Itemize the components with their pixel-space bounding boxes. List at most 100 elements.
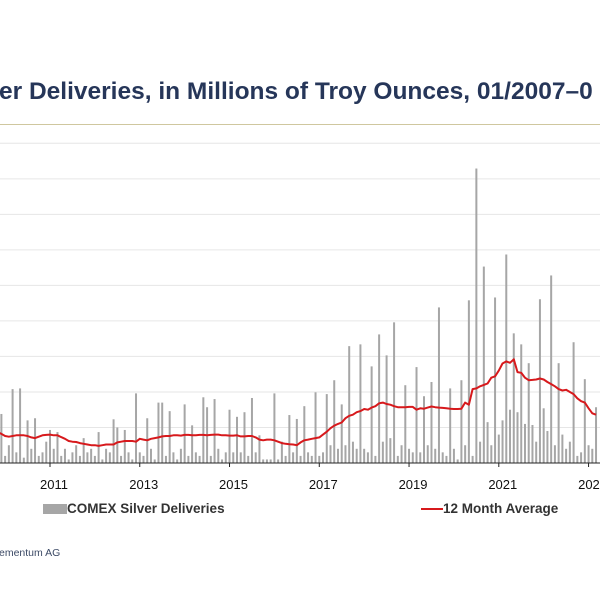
bar [333,380,336,463]
bar [516,412,519,463]
bar [183,404,186,463]
bar [434,448,437,463]
bar [168,411,171,463]
bar [52,448,55,463]
x-tick-label: 2011 [40,477,68,492]
bar [318,455,321,463]
bar [314,392,317,463]
bar [22,457,25,463]
bar [445,455,448,463]
bar [509,409,512,463]
bar [359,344,362,463]
bar [0,413,3,463]
bar [280,441,283,463]
bar [535,441,538,463]
chart-title: er Deliveries, in Millions of Troy Ounce… [0,78,593,105]
bar [568,441,571,463]
bar [393,322,396,463]
bar [550,275,553,463]
bar [45,441,48,463]
x-tick-label: 2023 [578,477,600,492]
bar [531,424,534,463]
bar [4,455,7,463]
bar [307,452,310,463]
legend-swatch-line [421,507,443,510]
bar [82,438,85,463]
x-tick-label: 2017 [309,477,338,492]
bar [209,455,212,463]
bar [41,452,44,463]
bar [93,455,96,463]
bar [86,452,89,463]
bar [254,452,257,463]
bar [381,441,384,463]
bar [565,448,568,463]
x-tick-label: 2015 [219,477,248,492]
bar [460,380,463,463]
bar [505,254,508,463]
bar [217,448,220,463]
bar [419,452,422,463]
bar [475,168,478,463]
bar [340,404,343,463]
average-line [0,358,597,447]
bar [292,452,295,463]
bar [370,366,373,463]
x-tick-label: 2019 [399,477,428,492]
bar [385,355,388,463]
bar-series [0,168,598,463]
bar [351,441,354,463]
legend-label: COMEX Silver Deliveries [67,501,225,516]
bar [572,342,575,463]
bar [576,455,579,463]
bar [497,434,500,463]
bar [56,432,59,463]
bar [449,388,452,463]
bar [486,422,489,463]
bar [108,452,111,463]
bar [322,452,325,463]
bar [284,455,287,463]
bar [127,452,130,463]
bar [557,363,560,463]
bar [116,427,119,463]
bar [187,455,190,463]
bar [26,420,29,463]
bar [198,455,201,463]
bar [67,459,70,463]
bar [75,445,78,463]
bar [396,455,399,463]
bar [288,415,291,463]
bar [299,455,302,463]
bar [378,334,381,463]
bar [441,452,444,463]
x-tick-label: 2013 [129,477,158,492]
bar [15,452,18,463]
bar [273,393,276,463]
bar [131,459,134,463]
bar [374,455,377,463]
bar [348,346,351,463]
legend-item-average: 12 Month Average [421,501,558,516]
bar [520,344,523,463]
bar [538,299,541,463]
bar [224,452,227,463]
gridlines [0,142,600,428]
bar [494,297,497,463]
bar [512,333,515,463]
bar [265,459,268,463]
bar [176,459,179,463]
bar [482,266,485,463]
bar [295,418,298,463]
bar [164,455,167,463]
bar [400,445,403,463]
bar [135,393,138,463]
bar [105,448,108,463]
bar [456,459,459,463]
bar [213,399,216,463]
bar [30,448,33,463]
bar [63,448,66,463]
bar [501,420,504,463]
bar [7,445,10,463]
bar [97,432,100,463]
